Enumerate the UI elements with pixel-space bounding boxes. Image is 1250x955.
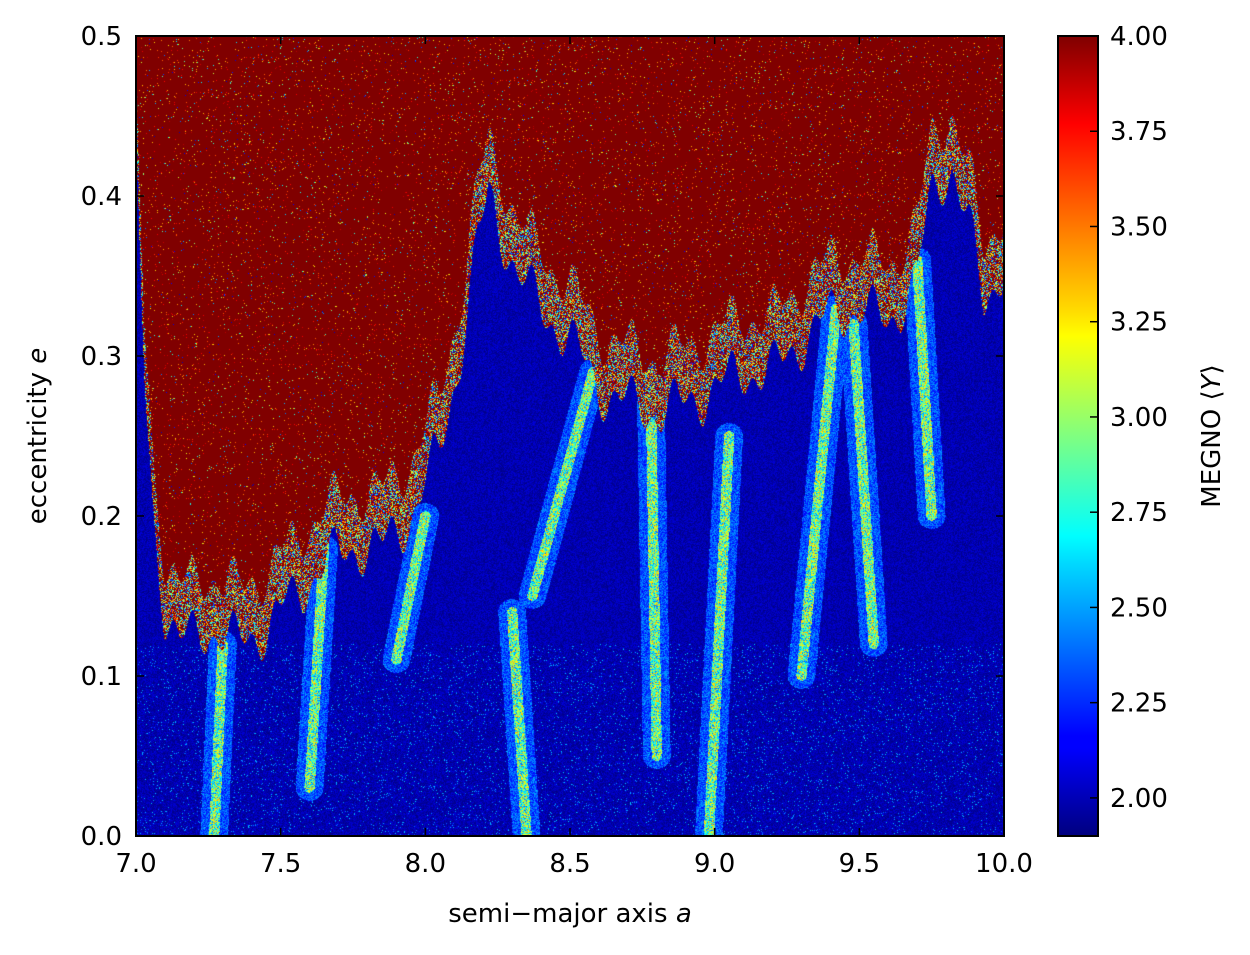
- colorbar-frame: [1057, 35, 1099, 837]
- y-axis-label: eccentricity e: [23, 348, 53, 525]
- colorbar-tick-label: 3.75: [1110, 117, 1168, 147]
- x-axis-ticks: 7.0 7.5 8.0 8.5 9.0 9.5 10.0: [115, 36, 1033, 879]
- y-axis-ticks: 0.0 0.1 0.2 0.3 0.4 0.5: [81, 22, 1004, 852]
- y-tick-label: 0.0: [81, 822, 122, 852]
- y-axis-label-text: eccentricity: [23, 364, 53, 525]
- colorbar-label-variable: Y: [1197, 372, 1227, 390]
- x-tick-label: 9.5: [839, 849, 880, 879]
- x-axis-label-text: semi−major axis: [448, 899, 676, 929]
- colorbar-label-suffix: ⟩: [1197, 364, 1227, 374]
- colorbar-label-text: MEGNO ⟨: [1197, 390, 1227, 507]
- colorbar-tick-label: 3.00: [1110, 403, 1168, 433]
- heatmap-raster-holder: [136, 36, 1004, 836]
- colorbar-tick-label: 2.75: [1110, 498, 1168, 528]
- colorbar-label: MEGNO ⟨Y⟩: [1197, 364, 1227, 507]
- y-tick-label: 0.3: [81, 342, 122, 372]
- colorbar-tick-label: 2.50: [1110, 593, 1168, 623]
- colorbar-tick-label: 2.25: [1110, 689, 1168, 719]
- y-tick-label: 0.2: [81, 502, 122, 532]
- colorbar-gradient: [1058, 36, 1098, 836]
- x-tick-label: 8.0: [405, 849, 446, 879]
- y-tick-label: 0.5: [81, 22, 122, 52]
- colorbar-tick-label: 4.00: [1110, 22, 1168, 52]
- heatmap-canvas: [136, 36, 1004, 836]
- x-axis-label-variable: a: [676, 899, 692, 929]
- y-axis-label-variable: e: [23, 348, 53, 364]
- colorbar-ticks: 2.00 2.25 2.50 2.75 3.00 3.25 3.50 3.75 4.00: [1090, 22, 1168, 814]
- colorbar-tick-label: 3.25: [1110, 308, 1168, 338]
- x-tick-label: 8.5: [549, 849, 590, 879]
- x-tick-label: 10.0: [975, 849, 1033, 879]
- x-tick-label: 7.0: [115, 849, 156, 879]
- colorbar-tick-label: 2.00: [1110, 784, 1168, 814]
- x-axis-label: semi−major axis a: [448, 899, 692, 929]
- x-tick-label: 9.0: [694, 849, 735, 879]
- y-tick-label: 0.1: [81, 662, 122, 692]
- x-tick-label: 7.5: [260, 849, 301, 879]
- y-tick-label: 0.4: [81, 182, 122, 212]
- colorbar-tick-label: 3.50: [1110, 212, 1168, 242]
